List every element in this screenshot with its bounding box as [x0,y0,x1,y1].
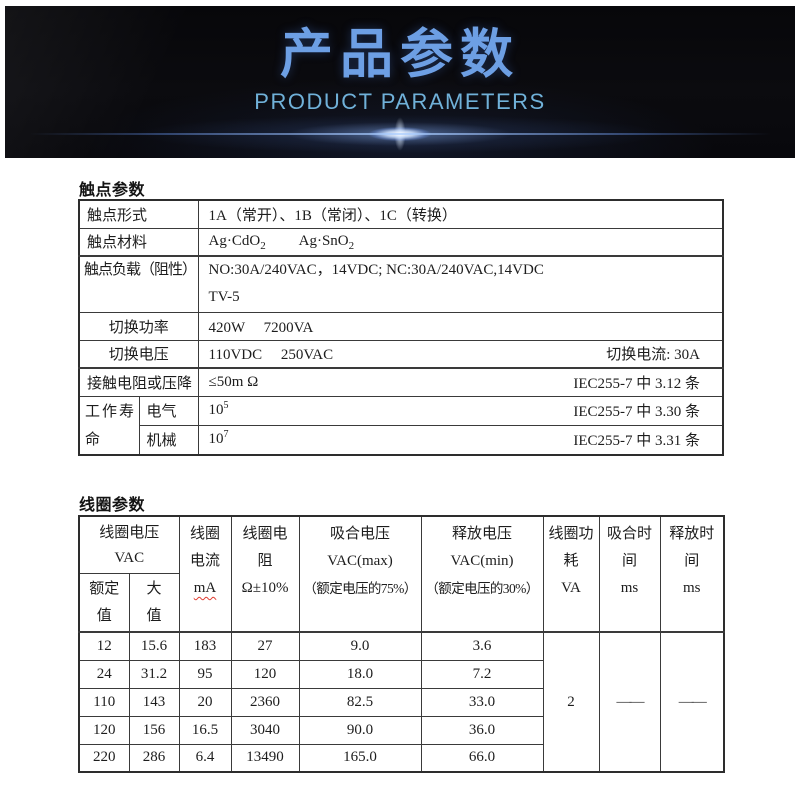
row-label: 触点形式 [78,199,199,229]
row-value: NO:30A/240VAC，14VDC; NC:30A/240VAC,14VDC… [197,255,724,313]
life-group-label: 工作寿命 [78,395,140,455]
row-value: Ag·CdO2 Ag·SnO2 [197,227,724,257]
row-value: 105 IEC255-7 中 3.30 条 [197,395,724,426]
column-header-coil-resistance: 线圈电 阻 Ω±10% [230,515,300,633]
banner: 产品参数 PRODUCT PARAMETERS [5,6,795,158]
load-line-1: NO:30A/240VAC，14VDC; NC:30A/240VAC,14VDC [208,262,544,278]
table-cell: 156 [128,715,180,745]
table-row: 120 156 16.5 3040 90.0 36.0 [78,715,724,745]
table-row-contact-load: 触点负载（阻性） NO:30A/240VAC，14VDC; NC:30A/240… [78,255,724,313]
table-row-contact-resistance: 接触电阻或压降 ≤50m Ω IEC255-7 中 3.12 条 [78,367,724,397]
row-label: 机械 [138,424,199,456]
table-cell: 183 [178,631,232,661]
column-header-dropout-voltage: 释放电压 VAC(min) （额定电压的30%） [420,515,544,633]
table-cell: 15.6 [128,631,180,661]
table-row: 24 31.2 95 120 18.0 7.2 [78,659,724,689]
table-cell: 6.4 [178,743,232,773]
table-cell: 286 [128,743,180,773]
table-row: 110 143 20 2360 82.5 33.0 [78,687,724,717]
table-cell: 2360 [230,687,300,717]
table-row: 12 15.6 183 27 9.0 3.6 2 —— —— [78,631,725,773]
table-cell: 110 [78,687,130,717]
table-cell: 36.0 [420,715,544,745]
table-cell: 18.0 [298,659,422,689]
table-cell: 13490 [230,743,300,773]
banner-title-en: PRODUCT PARAMETERS [254,89,546,114]
standard-note: IEC255-7 中 3.30 条 [573,404,701,421]
row-label: 切换电压 [78,339,199,369]
column-header-pickup-voltage: 吸合电压 VAC(max) （额定电压的75%） [298,515,422,633]
column-header-coil-voltage: 线圈电压 VAC [78,515,180,574]
table-row-switch-voltage: 切换电压 110VDC 250VAC 切换电流: 30A [78,339,724,369]
row-label: 电气 [138,395,199,426]
table-cell: 12 [78,631,130,661]
row-label: 触点材料 [78,227,199,257]
standard-note: IEC255-7 中 3.31 条 [573,433,701,450]
coil-section-title: 线圈参数 [79,497,146,514]
ma-unit-misspell-squiggle: mA [193,580,217,596]
table-row: 220 286 6.4 13490 165.0 66.0 [78,743,724,773]
voltage-value: 110VDC 250VAC [208,347,334,364]
resistance-value: ≤50m Ω [208,373,259,390]
column-header-coil-power: 线圈功 耗 VA [542,515,600,633]
table-cell: 16.5 [178,715,232,745]
table-cell: 143 [128,687,180,717]
table-cell: 95 [178,659,232,689]
coil-header-row-sub: 额定 值 大 值 [78,572,724,633]
table-cell: 120 [230,659,300,689]
row-label: 切换功率 [78,311,199,341]
table-row-life-mechanical: 机械 107 IEC255-7 中 3.31 条 [79,424,724,456]
coil-power-merged-cell: 2 [542,631,600,773]
column-header-operate-time: 吸合时 间 ms [598,515,661,633]
table-cell: 20 [178,687,232,717]
coil-header-row-top: 线圈电压 VAC 线圈 电流 mA 线圈电 阻 Ω±10% 吸合电压 VAC(m… [78,515,725,633]
load-line-2: TV-5 [208,289,240,305]
table-row-contact-material: 触点材料 Ag·CdO2 Ag·SnO2 [78,227,724,257]
life-mechanical-value: 107 [208,429,229,448]
row-value: 110VDC 250VAC 切换电流: 30A [197,339,724,369]
banner-title-cn: 产品参数 [280,24,520,85]
contact-section-title: 触点参数 [79,182,146,199]
coil-parameters-table: 线圈电压 VAC 线圈 电流 mA 线圈电 阻 Ω±10% 吸合电压 VAC(m… [78,515,726,773]
life-electrical-value: 105 [208,400,229,419]
table-cell: 66.0 [420,743,544,773]
table-cell: 120 [78,715,130,745]
material-1: Ag·CdO2 [208,233,266,253]
table-cell: 31.2 [128,659,180,689]
contact-parameters-table: 触点形式 1A（常开）、1B（常闭）、1C（转换） 触点材料 Ag·CdO2 A… [78,199,725,456]
release-time-merged-cell: —— [659,631,725,773]
column-header-rated-value: 额定 值 [78,572,130,633]
table-row-contact-form: 触点形式 1A（常开）、1B（常闭）、1C（转换） [78,199,724,229]
column-header-max-value: 大 值 [128,572,180,633]
operate-time-merged-cell: —— [598,631,661,773]
table-row-life-electrical: 工作寿命 电气 105 IEC255-7 中 3.30 条 [78,395,724,455]
table-cell: 24 [78,659,130,689]
row-label: 接触电阻或压降 [78,367,199,397]
table-cell: 90.0 [298,715,422,745]
row-value: 107 IEC255-7 中 3.31 条 [197,424,724,456]
table-row-switch-power: 切换功率 420W 7200VA [78,311,724,341]
lens-flare-streak [28,133,772,135]
table-cell: 220 [78,743,130,773]
table-cell: 9.0 [298,631,422,661]
row-value: 420W 7200VA [197,311,724,341]
row-value: ≤50m Ω IEC255-7 中 3.12 条 [197,367,724,397]
table-cell: 33.0 [420,687,544,717]
column-header-release-time: 释放时 间 ms [659,515,725,633]
material-2: Ag·SnO2 [298,233,355,253]
switch-current-note: 切换电流: 30A [606,347,701,364]
table-cell: 165.0 [298,743,422,773]
table-cell: 3.6 [420,631,544,661]
standard-note: IEC255-7 中 3.12 条 [573,375,701,392]
table-cell: 7.2 [420,659,544,689]
table-cell: 82.5 [298,687,422,717]
table-cell: 27 [230,631,300,661]
table-cell: 3040 [230,715,300,745]
row-value: 1A（常开）、1B（常闭）、1C（转换） [197,199,724,229]
column-header-coil-current: 线圈 电流 mA [178,515,232,633]
row-label: 触点负载（阻性） [78,255,199,313]
